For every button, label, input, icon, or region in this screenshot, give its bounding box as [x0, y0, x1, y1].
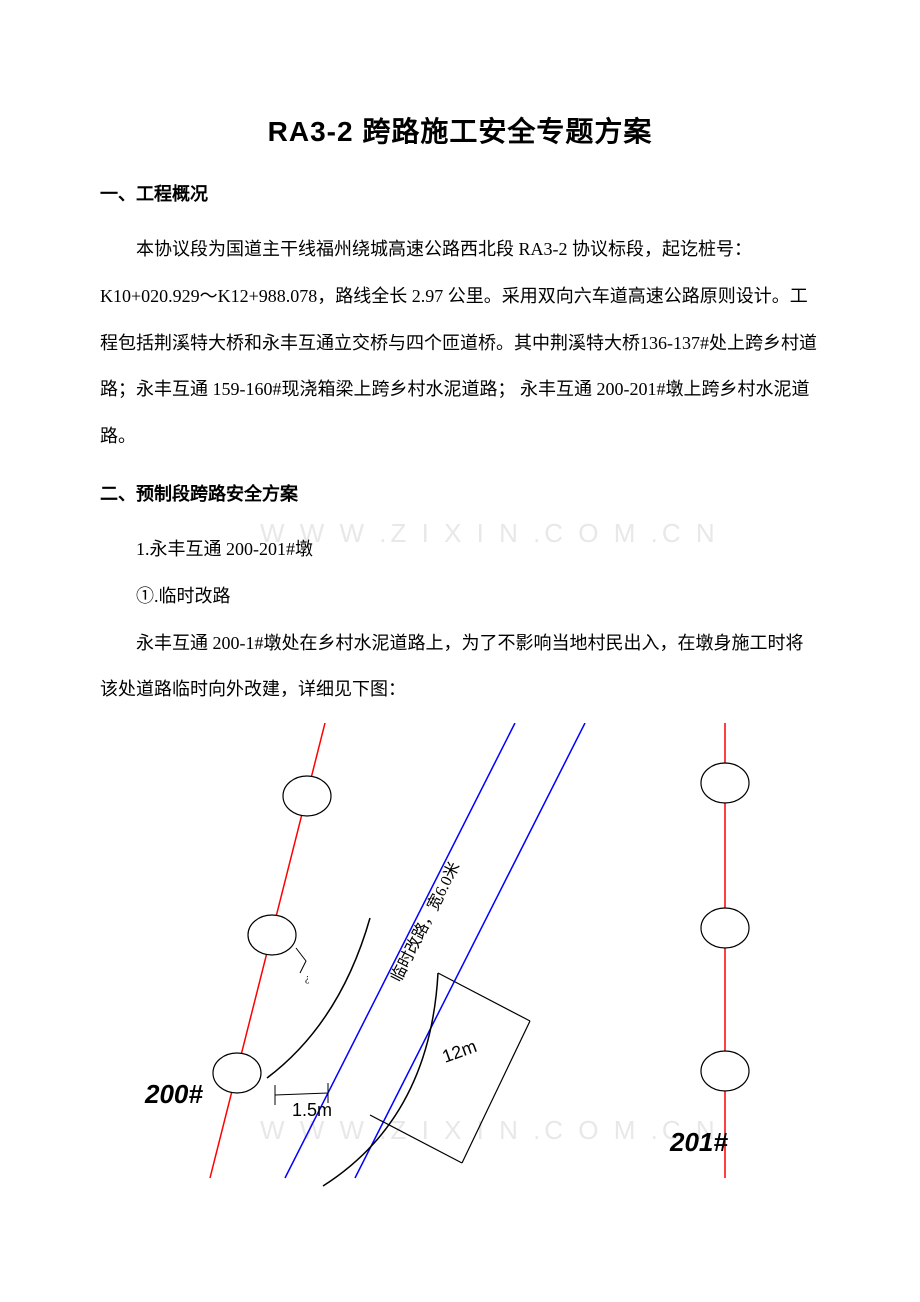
dim-1-5m-label: 1.5m [292, 1100, 332, 1120]
section2-body: 永丰互通 200-1#墩处在乡村水泥道路上，为了不影响当地村民出入，在墩身施工时… [100, 620, 820, 714]
road-diagram: ¿ 临时改路，宽6.0米 [100, 723, 820, 1213]
dim-leader-1 [275, 1093, 328, 1095]
blue-road-line-2 [355, 723, 585, 1178]
tick-label: ¿ [305, 973, 309, 984]
section2-heading: 二、预制段跨路安全方案 [100, 480, 820, 506]
pier-circle-2 [248, 915, 296, 955]
pier-circle-6 [701, 1051, 749, 1091]
pier-circle-1 [283, 776, 331, 816]
pier-circle-5 [701, 908, 749, 948]
section2-item1-1: ①.临时改路 [100, 573, 820, 620]
pier-circle-3 [213, 1053, 261, 1093]
rotated-road-text: 临时改路，宽6.0米 [388, 859, 464, 985]
document-title: RA3-2 跨路施工安全专题方案 [100, 110, 820, 150]
tick-mark [296, 948, 306, 973]
section2-item1: 1.永丰互通 200-201#墩 [100, 526, 820, 573]
section1-body: 本协议段为国道主干线福州绕城高速公路西北段 RA3-2 协议标段，起讫桩号：K1… [100, 226, 820, 460]
dimension-box [370, 973, 530, 1163]
diagram-svg: ¿ 临时改路，宽6.0米 [100, 723, 820, 1213]
section1-heading: 一、工程概况 [100, 180, 820, 206]
dim-12m-label: 12m [440, 1036, 480, 1067]
pier-circle-4 [701, 763, 749, 803]
label-201: 201# [669, 1127, 728, 1157]
label-200: 200# [144, 1079, 203, 1109]
detour-curve-2 [323, 973, 438, 1186]
document-content: RA3-2 跨路施工安全专题方案 一、工程概况 本协议段为国道主干线福州绕城高速… [100, 110, 820, 1213]
